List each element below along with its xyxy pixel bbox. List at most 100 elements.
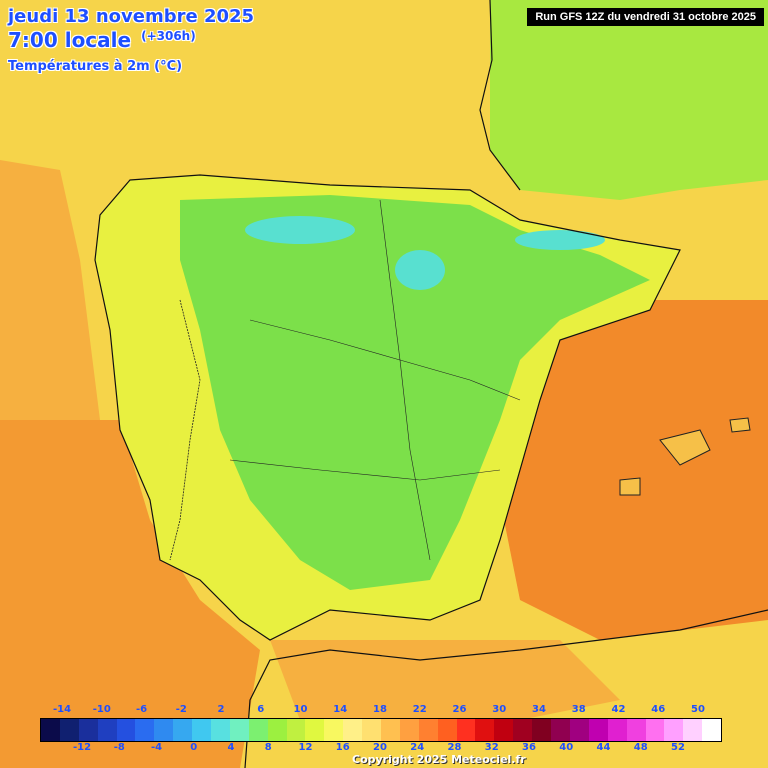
legend-color-swatch	[267, 719, 287, 741]
sea-south-orange	[270, 640, 620, 720]
legend-top-tick: 50	[691, 704, 705, 715]
legend-bottom-tick: -4	[150, 742, 163, 753]
legend-bottom-tick: 24	[410, 742, 425, 753]
legend-bottom-tick: 0	[190, 742, 198, 753]
sea-warm-southwest	[0, 420, 260, 768]
legend-top-tick: -6	[135, 704, 148, 715]
legend-top-tick: 22	[412, 704, 427, 715]
legend-color-swatch	[513, 719, 533, 741]
legend-color-swatch	[324, 719, 344, 741]
legend-color-swatch	[418, 719, 438, 741]
legend-top-ticks: -14 -10 -6 -2 2 6 10 14 18 22 26 30 34 38 42 46 50	[40, 704, 720, 716]
legend-color-swatch	[683, 719, 703, 741]
legend-color-swatch	[475, 719, 495, 741]
legend-color-swatch	[569, 719, 589, 741]
legend-color-swatch	[78, 719, 98, 741]
legend-color-swatch	[626, 719, 646, 741]
lead-time: (+306h)	[141, 29, 196, 43]
legend-color-swatch	[702, 719, 722, 741]
legend-color-swatch	[551, 719, 570, 741]
ibiza	[619, 477, 641, 496]
sea-warm-mediterranean	[500, 300, 768, 640]
cold-spot-pyrenees	[515, 230, 605, 250]
cold-spot-cantabrian	[245, 216, 355, 244]
legend-color-swatch	[41, 719, 60, 741]
legend-top-tick: 10	[293, 704, 308, 715]
legend-color-swatch	[305, 719, 325, 741]
legend-color-swatch	[456, 719, 476, 741]
legend-top-tick: 30	[492, 704, 507, 715]
legend-color-swatch	[343, 719, 363, 741]
legend-top-tick: 18	[373, 704, 387, 715]
legend-bottom-tick: 16	[335, 742, 350, 753]
legend-top-tick: 42	[611, 704, 626, 715]
legend-bottom-tick: 48	[633, 742, 648, 753]
variable-label: Températures à 2m (°C)	[8, 59, 183, 74]
legend-color-swatch	[664, 719, 684, 741]
portugal-border	[169, 299, 201, 561]
menorca	[729, 417, 751, 433]
legend-top-tick: 14	[333, 704, 348, 715]
legend-bottom-tick: 32	[484, 742, 499, 753]
legend-bottom-tick: 12	[298, 742, 313, 753]
legend-color-swatch	[116, 719, 136, 741]
iberia-coastline	[94, 174, 681, 641]
legend-color-swatch	[229, 719, 249, 741]
sea-west-orange	[0, 160, 100, 420]
legend-bottom-tick: 40	[559, 742, 574, 753]
legend-color-swatch	[248, 719, 268, 741]
legend-color-swatch	[645, 719, 665, 741]
copyright: Copyright 2025 Meteociel.fr	[352, 753, 526, 766]
legend-bottom-tick: -12	[72, 742, 92, 753]
legend-bottom-tick: 44	[596, 742, 611, 753]
forecast-time: 7:00 locale (+306h)	[8, 30, 254, 50]
legend-color-swatch	[97, 719, 117, 741]
legend-color-swatch	[173, 719, 193, 741]
region-border-2	[229, 459, 501, 481]
legend-top-tick: 26	[452, 704, 467, 715]
legend-color-swatch	[381, 719, 400, 741]
forecast-date: jeudi 13 novembre 2025	[8, 6, 255, 27]
legend-color-swatch	[135, 719, 155, 741]
legend-top-tick: 38	[571, 704, 586, 715]
legend-top-tick: -10	[92, 704, 111, 715]
legend-color-swatch	[399, 719, 419, 741]
map-title: jeudi 13 novembre 2025 7:00 locale (+306h…	[8, 6, 255, 74]
legend-top-tick: -14	[52, 704, 72, 715]
france-coastline	[479, 0, 521, 191]
africa-coastline	[244, 609, 768, 768]
legend-color-swatch	[437, 719, 457, 741]
mallorca	[659, 429, 711, 466]
local-time: 7:00 locale	[8, 28, 132, 52]
region-border-3	[379, 199, 431, 561]
legend-top-tick: -2	[175, 704, 187, 715]
legend-color-swatch	[532, 719, 552, 741]
legend-color-swatch	[607, 719, 627, 741]
legend-bottom-tick: -8	[113, 742, 125, 753]
legend-top-tick: 46	[651, 704, 666, 715]
legend-color-swatch	[494, 719, 514, 741]
legend-color-swatch	[192, 719, 212, 741]
legend-bottom-tick: 8	[264, 742, 272, 753]
legend-bottom-tick: 28	[447, 742, 462, 753]
legend-color-swatch	[211, 719, 230, 741]
legend-color-swatch	[154, 719, 174, 741]
legend-top-tick: 6	[257, 704, 265, 715]
legend-color-swatch	[362, 719, 382, 741]
legend-bottom-tick: 20	[373, 742, 387, 753]
interior-green	[180, 195, 650, 590]
legend-bottom-tick: 36	[522, 742, 536, 753]
legend-top-tick: 34	[532, 704, 546, 715]
legend-bottom-tick: 52	[671, 742, 685, 753]
legend-bottom-ticks: -12 -8 -4 0 4 8 12 16 20 24 28 32 36 40 44 48 52	[40, 742, 720, 754]
legend-top-tick: 2	[217, 704, 225, 715]
france-region	[490, 0, 768, 200]
legend-color-swatch	[59, 719, 79, 741]
color-legend	[40, 718, 722, 742]
run-banner: Run GFS 12Z du vendredi 31 octobre 2025	[527, 8, 764, 26]
legend-bottom-tick: 4	[227, 742, 235, 753]
cold-spot-iberian	[395, 250, 445, 290]
legend-color-swatch	[286, 719, 306, 741]
legend-color-swatch	[588, 719, 608, 741]
